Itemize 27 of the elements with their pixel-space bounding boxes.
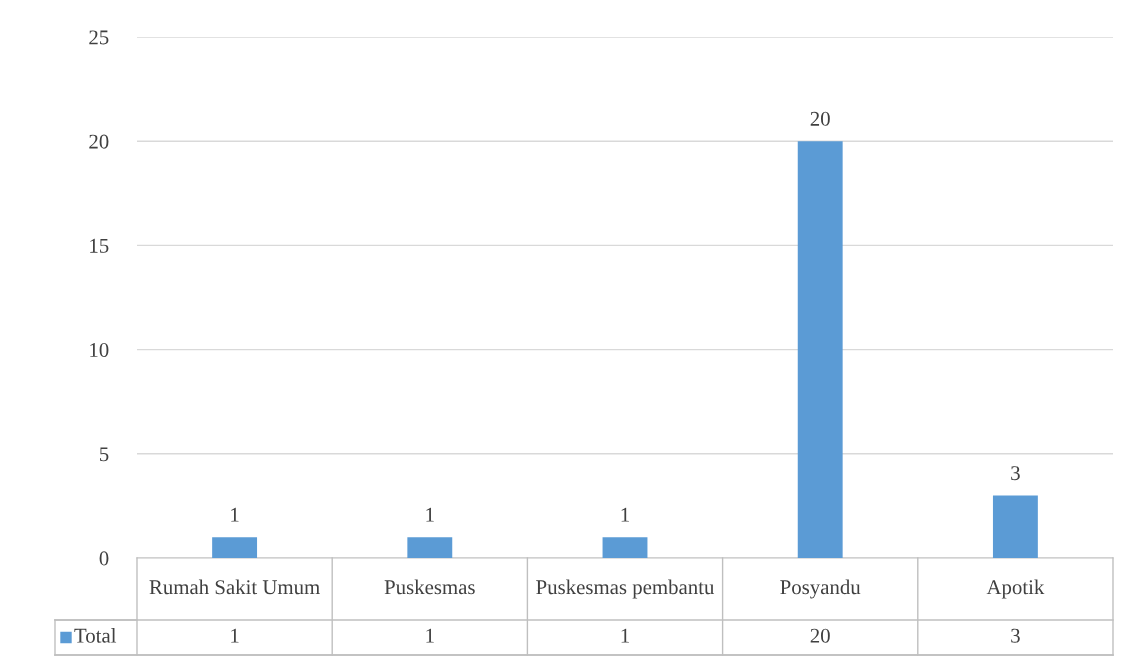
y-tick-label: 0 <box>99 551 109 566</box>
x-tick-label: Posyandu <box>780 579 861 599</box>
legend-label: Total <box>74 628 117 643</box>
bar <box>407 537 453 558</box>
annotation: 20 <box>810 111 830 126</box>
data-label: 1 <box>426 628 434 643</box>
annotation: 1 <box>621 507 629 522</box>
data-label: 3 <box>1011 628 1020 643</box>
y-tick-label: 5 <box>100 447 109 462</box>
y-tick-label: 10 <box>90 342 109 358</box>
y-tick-label: 15 <box>90 238 109 253</box>
x-tick-label: Puskesmas pembantu <box>536 579 715 599</box>
bar <box>992 495 1038 558</box>
annotation: 3 <box>1011 466 1020 481</box>
x-tick-label: Apotik <box>986 579 1045 599</box>
data-label: 20 <box>810 628 830 643</box>
y-tick-label: 20 <box>89 134 109 149</box>
x-tick-label: Rumah Sakit Umum <box>149 579 320 595</box>
y-tick-label: 25 <box>89 30 109 45</box>
bar <box>212 537 258 558</box>
bar <box>797 141 843 558</box>
data-label: 1 <box>621 628 629 643</box>
annotation: 1 <box>426 507 434 522</box>
x-tick-label: Puskesmas <box>384 579 475 595</box>
data-label: 1 <box>231 628 239 643</box>
annotation: 1 <box>231 507 239 522</box>
bar <box>602 537 648 558</box>
